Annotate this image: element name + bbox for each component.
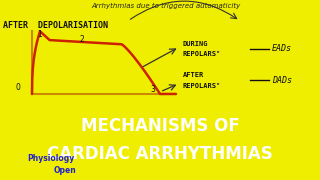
Text: AFTER  DEPOLARISATION: AFTER DEPOLARISATION [3, 21, 108, 30]
Text: EADs: EADs [272, 44, 292, 53]
Text: 1: 1 [37, 30, 42, 39]
Text: 2: 2 [80, 35, 85, 44]
Text: 3: 3 [150, 85, 155, 94]
Text: DADs: DADs [272, 76, 292, 85]
Text: REPOLARSⁿ: REPOLARSⁿ [182, 51, 221, 57]
Text: DURING: DURING [182, 41, 208, 47]
Text: Open: Open [53, 166, 76, 175]
Text: AFTER: AFTER [182, 72, 204, 78]
Text: Physiology: Physiology [27, 154, 74, 163]
Text: REPOLARSⁿ: REPOLARSⁿ [182, 83, 221, 89]
Text: CARDIAC ARRHYTHMIAS: CARDIAC ARRHYTHMIAS [47, 145, 273, 163]
Text: 0: 0 [16, 83, 21, 92]
Text: MECHANISMS OF: MECHANISMS OF [81, 117, 239, 135]
Text: Arrhythmias due to triggered automaticity: Arrhythmias due to triggered automaticit… [92, 3, 241, 9]
